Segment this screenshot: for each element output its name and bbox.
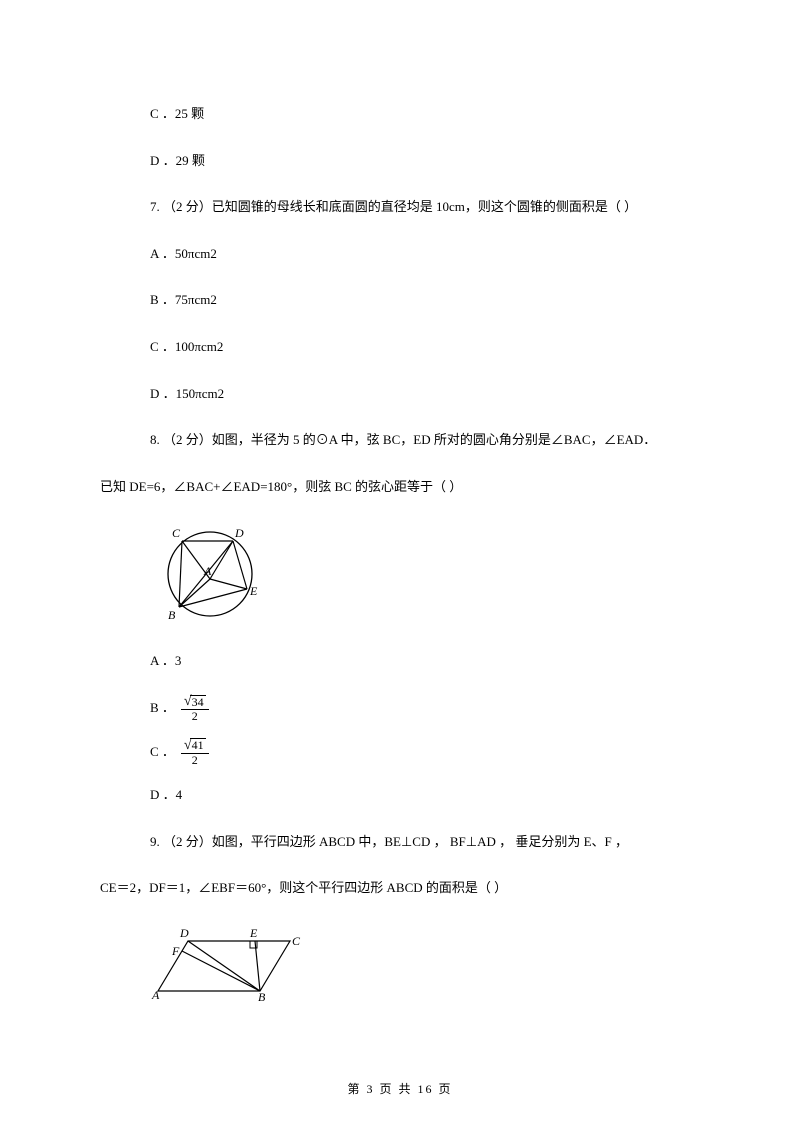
label-e2: E [249,926,258,940]
page-content: C ．25 颗 D ．29 颗 7. （2 分）已知圆锥的母线长和底面圆的直径均… [0,0,800,1064]
fraction-icon: √41 2 [181,738,209,768]
label-e: E [249,584,258,598]
q7-option-c: C ．100πcm2 [150,333,700,362]
q7-option-d: D ．150πcm2 [150,380,700,409]
label-d: D [234,526,244,540]
label-b: B [168,608,176,622]
q7-option-a: A ．50πcm2 [150,240,700,269]
page-footer: 第 3 页 共 16 页 [0,1076,800,1102]
q7-option-b: B ．75πcm2 [150,286,700,315]
q8-option-d: D ．4 [150,781,700,810]
label-a: A [203,564,212,578]
label-f2: F [171,944,180,958]
q8-option-c: C ． √41 2 [150,738,700,768]
q9-line2: CE＝2，DF＝1，∠EBF＝60°，则这个平行四边形 ABCD 的面积是（ ） [100,874,700,903]
q8-figure: A B C D E [150,519,700,629]
label-d2: D [179,926,189,940]
parallelogram-diagram-icon: A B C D E F [150,921,310,1006]
q9-figure: A B C D E F [150,921,700,1006]
q9-line1: 9. （2 分）如图，平行四边形 ABCD 中，BE⊥CD ， BF⊥AD ， … [150,828,700,857]
q8-option-b-prefix: B ． [150,694,175,723]
denom-2: 2 [189,710,201,723]
label-c2: C [292,934,301,948]
q6-option-c: C ．25 颗 [150,100,700,129]
sqrt-41: 41 [190,738,206,752]
denom-2b: 2 [189,754,201,767]
sqrt-34: 34 [190,695,206,709]
q8-line1: 8. （2 分）如图，半径为 5 的⊙A 中，弦 BC，ED 所对的圆心角分别是… [150,426,700,455]
label-b2: B [258,990,266,1004]
q8-option-a: A ．3 [150,647,700,676]
q8-option-c-prefix: C ． [150,738,175,767]
q6-option-d: D ．29 颗 [150,147,700,176]
q7-text: 7. （2 分）已知圆锥的母线长和底面圆的直径均是 10cm，则这个圆锥的侧面积… [150,193,700,222]
q8-option-b: B ． √34 2 [150,694,700,724]
label-c: C [172,526,181,540]
circle-diagram-icon: A B C D E [150,519,280,629]
label-a2: A [151,988,160,1002]
fraction-icon: √34 2 [181,694,209,724]
q8-line2: 已知 DE=6，∠BAC+∠EAD=180°，则弦 BC 的弦心距等于（ ） [100,473,700,502]
